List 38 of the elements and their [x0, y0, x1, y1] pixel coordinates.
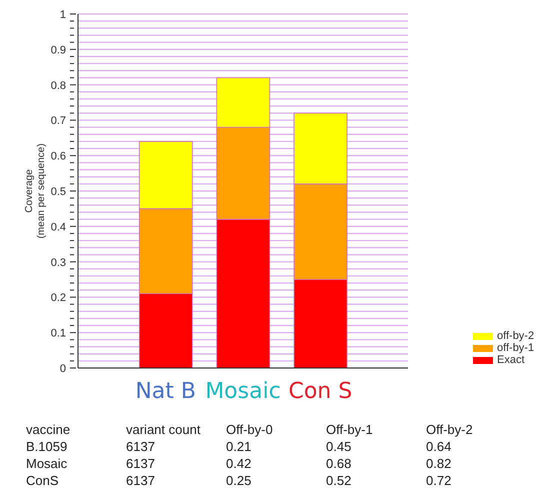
y-tick-label: 0.6 — [50, 150, 66, 163]
text: 6137 — [126, 456, 156, 471]
x-tick-label: Nat B — [135, 379, 196, 404]
x-tick-label: Con S — [288, 379, 352, 404]
text: B.1059 — [26, 439, 68, 454]
y-tick-label: 1 — [60, 9, 66, 21]
y-tick-label: 0.4 — [50, 221, 66, 234]
text: 0.52 — [326, 473, 352, 488]
y-tick-label: 0.8 — [50, 80, 66, 92]
text: 0.72 — [426, 473, 452, 488]
y-tick-label: 0.3 — [50, 256, 66, 269]
legend-label: off-by-2 — [497, 330, 534, 342]
text: 0.21 — [226, 439, 252, 454]
x-tick-label: Mosaic — [205, 379, 281, 404]
y-tick-label: 0.9 — [50, 44, 66, 56]
text: 0.68 — [326, 456, 352, 471]
text: Off-by-0 — [226, 422, 274, 437]
y-axis-title: Coverage (mean per sequence) — [24, 143, 47, 239]
text: Mosaic — [26, 456, 68, 471]
legend-label: Exact — [497, 354, 525, 366]
text: 6137 — [126, 439, 156, 454]
y-tick-label: 0.5 — [50, 186, 66, 198]
y-tick-label: 0.1 — [50, 328, 66, 340]
text: 6137 — [126, 473, 156, 488]
text: vaccine — [26, 422, 72, 437]
y-tick-label: 0.7 — [50, 115, 66, 128]
y-tick-label: 0.2 — [50, 292, 66, 304]
text: Off-by-2 — [426, 422, 474, 437]
text: 0.45 — [326, 439, 352, 454]
text: 0.82 — [426, 456, 452, 471]
text: Off-by-1 — [326, 422, 374, 437]
text: ConS — [26, 473, 60, 488]
text: 0.25 — [226, 473, 252, 488]
text: 0.64 — [426, 439, 452, 454]
legend-label: off-by-1 — [497, 342, 534, 354]
text: variant count — [126, 422, 202, 437]
y-tick-label: 0 — [60, 363, 66, 375]
text: 0.42 — [226, 456, 252, 471]
